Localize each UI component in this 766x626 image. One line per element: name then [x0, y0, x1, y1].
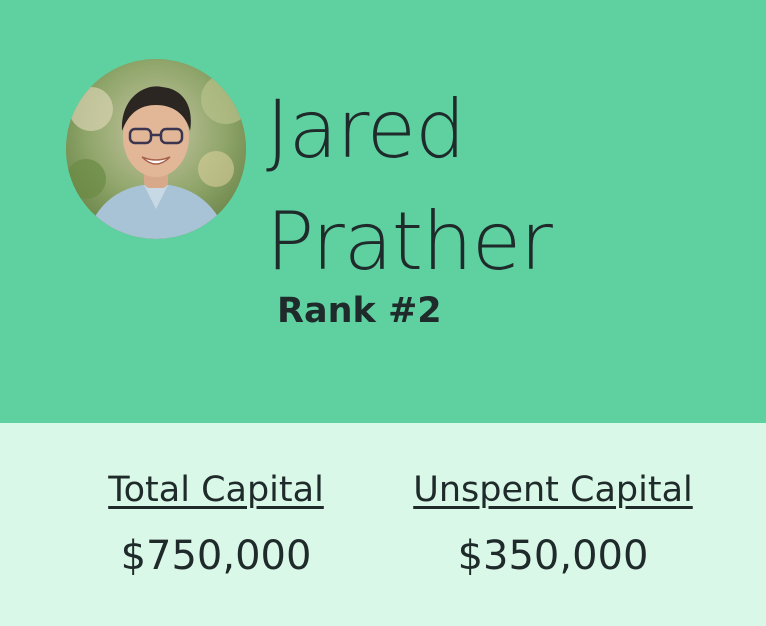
profile-name: Jared Prather [266, 74, 736, 298]
unspent-capital-value: $350,000 [457, 533, 649, 579]
first-name: Jared [266, 83, 466, 176]
total-capital-label: Total Capital [108, 470, 324, 510]
unspent-capital-label: Unspent Capital [413, 470, 693, 510]
last-name: Prather [266, 195, 553, 288]
total-capital-value: $750,000 [120, 533, 312, 579]
avatar [66, 59, 246, 239]
stats-panel: Total Capital $750,000 Unspent Capital $… [0, 423, 766, 626]
profile-header: Jared Prather Rank #2 [0, 0, 766, 423]
total-capital-stat: Total Capital $750,000 [90, 467, 342, 581]
unspent-capital-stat: Unspent Capital $350,000 [400, 467, 706, 581]
rank-label: Rank #2 [277, 291, 442, 331]
avatar-photo [66, 59, 246, 239]
